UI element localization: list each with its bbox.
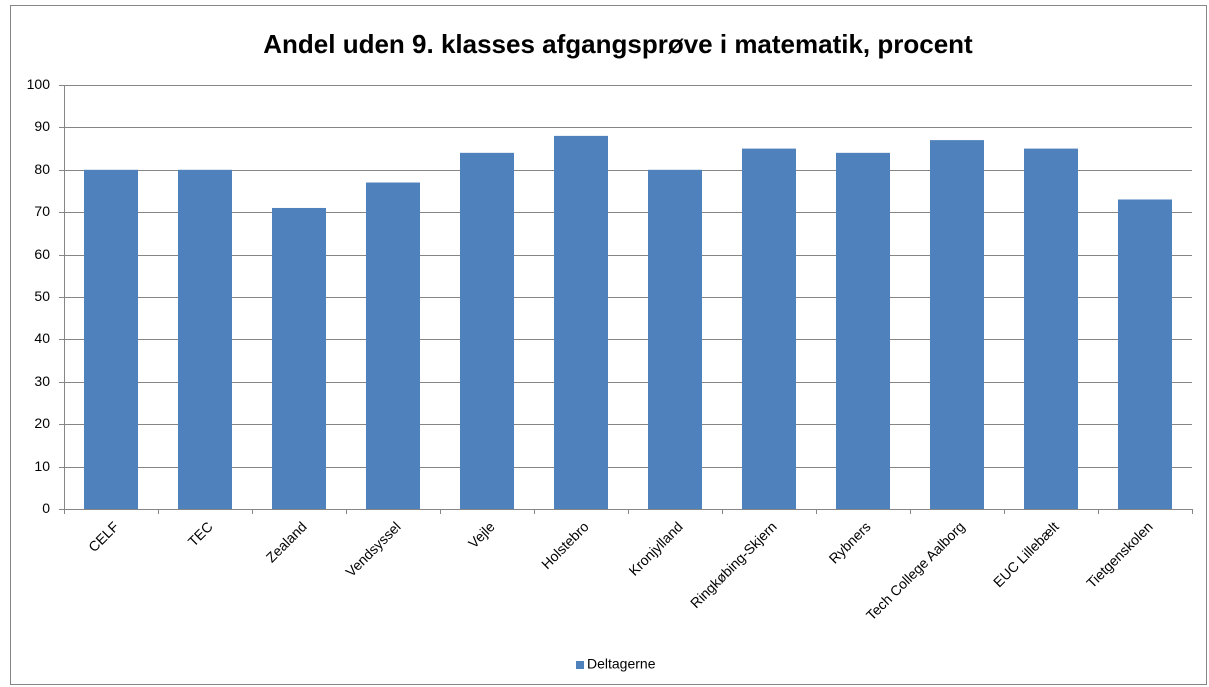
y-tick-label: 10 <box>34 458 50 474</box>
y-tick-label: 100 <box>27 76 51 92</box>
y-tick-label: 40 <box>34 330 50 346</box>
legend-swatch <box>576 661 584 669</box>
bar <box>836 152 890 509</box>
y-tick-label: 20 <box>34 415 50 431</box>
bar <box>272 207 326 509</box>
bar <box>1118 199 1172 510</box>
y-tick-label: 0 <box>42 500 50 516</box>
legend-label: Deltagerne <box>587 656 656 672</box>
y-tick-label: 50 <box>34 288 50 304</box>
bar <box>554 135 608 509</box>
bar <box>648 169 702 510</box>
y-tick-label: 90 <box>34 118 50 134</box>
y-tick-label: 60 <box>34 246 50 262</box>
y-tick-label: 80 <box>34 161 50 177</box>
bar <box>84 169 138 510</box>
bar <box>366 182 420 509</box>
chart-title: Andel uden 9. klasses afgangsprøve i mat… <box>263 29 973 59</box>
bar <box>460 152 514 509</box>
bar <box>742 148 796 509</box>
bar <box>1024 148 1078 509</box>
y-tick-label: 70 <box>34 203 50 219</box>
bar <box>930 140 984 509</box>
y-tick-label: 30 <box>34 373 50 389</box>
bar <box>178 169 232 510</box>
